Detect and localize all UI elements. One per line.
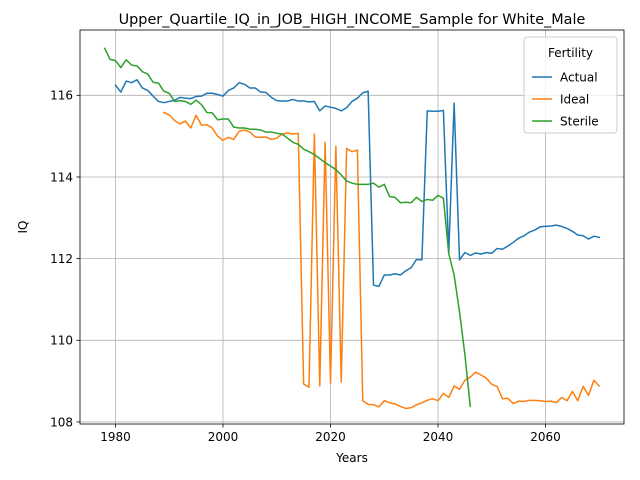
x-tick-label: 1980 [100, 430, 131, 444]
series-layer [103, 47, 601, 410]
x-tick-label: 2040 [423, 430, 454, 444]
legend-entries: Actual Ideal Sterile [532, 70, 599, 128]
legend-box [523, 36, 618, 134]
legend: Fertility Actual Ideal Sterile [523, 36, 618, 134]
ticks-layer: 1980 2000 2020 2040 2060 108 110 112 114 116 [50, 89, 561, 444]
legend-title: Fertility [548, 46, 593, 60]
legend-label-actual: Actual [560, 70, 598, 84]
y-axis-label: IQ [16, 221, 30, 234]
legend-label-sterile: Sterile [560, 114, 599, 128]
y-tick-label: 112 [50, 252, 73, 266]
y-tick-label: 110 [50, 334, 73, 348]
y-tick-label: 116 [50, 89, 73, 103]
legend-label-ideal: Ideal [560, 92, 589, 106]
plot-frame [79, 29, 625, 425]
y-tick-label: 108 [50, 415, 73, 429]
x-tick-label: 2000 [208, 430, 239, 444]
y-tick-label: 114 [50, 170, 73, 184]
x-tick-label: 2020 [315, 430, 346, 444]
series-line-sterile [103, 47, 472, 408]
x-tick-label: 2060 [530, 430, 561, 444]
chart-title: Upper_Quartile_IQ_in_JOB_HIGH_INCOME_Sam… [119, 12, 586, 28]
series-line-actual [114, 79, 601, 288]
x-axis-label: Years [335, 451, 368, 465]
series-line-ideal [162, 111, 601, 410]
